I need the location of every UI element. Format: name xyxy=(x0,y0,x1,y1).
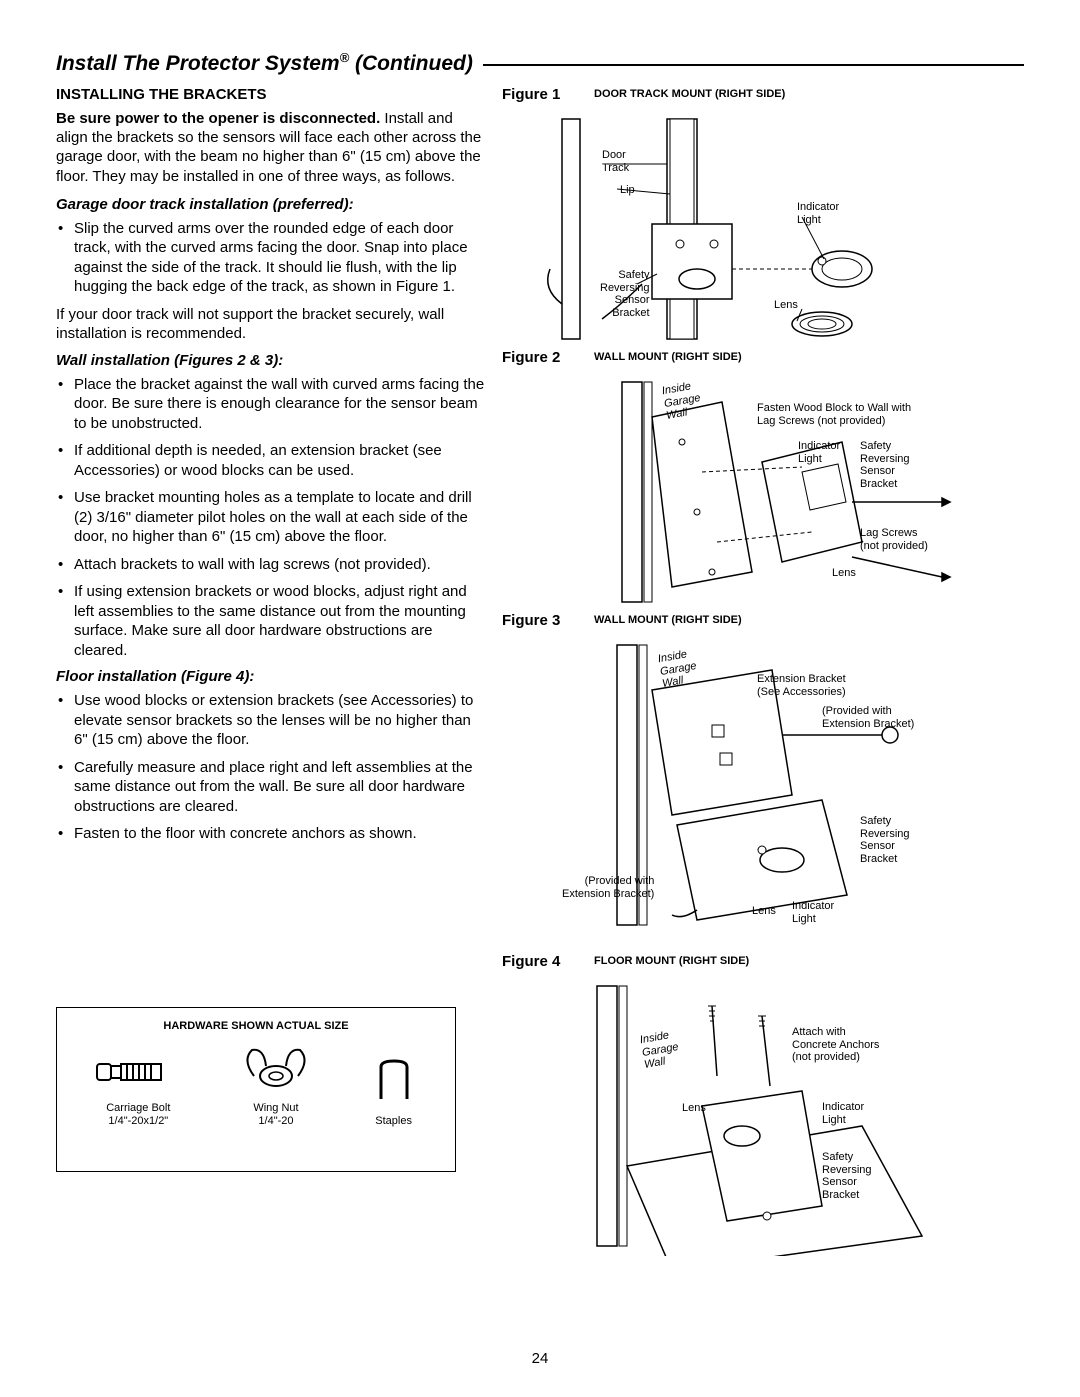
page-number: 24 xyxy=(0,1350,1080,1367)
registered-mark: ® xyxy=(340,50,350,65)
figure-4-label: Figure 4 xyxy=(502,953,594,970)
figure-4-caption: FLOOR MOUNT (RIGHT SIDE) xyxy=(594,953,749,967)
sub3-bullets: Use wood blocks or extension brackets (s… xyxy=(56,691,486,844)
callout-provl: (Provided with Extension Bracket) xyxy=(562,875,654,900)
page-title: Install The Protector System® (Continued… xyxy=(56,50,1024,76)
callout-ext: Extension Bracket (See Accessories) xyxy=(757,673,846,698)
figure-2: Inside Garage Wall Fasten Wood Block to … xyxy=(502,372,1000,612)
hardware-items: Carriage Bolt 1/4"-20x1/2" Wing Nut 1/4"… xyxy=(67,1042,445,1128)
callout-ind4: Indicator Light xyxy=(822,1101,864,1126)
sub3-heading: Floor installation (Figure 4): xyxy=(56,668,486,685)
callout-anchors: Attach with Concrete Anchors (not provid… xyxy=(792,1026,879,1064)
title-text: Install The Protector System® (Continued… xyxy=(56,50,473,76)
title-prefix: Install The Protector System xyxy=(56,52,340,75)
callout-lens4: Lens xyxy=(682,1102,706,1115)
callout-ind3: Indicator Light xyxy=(792,900,834,925)
hw-name: Staples xyxy=(369,1115,419,1128)
callout-indicator: Indicator Light xyxy=(797,201,839,226)
intro-paragraph: Be sure power to the opener is disconnec… xyxy=(56,109,486,186)
figure-3-label: Figure 3 xyxy=(502,612,594,629)
figure-4-svg xyxy=(502,976,1000,1256)
figure-1-svg xyxy=(502,109,1000,349)
figure-2-svg xyxy=(502,372,1000,612)
figure-4-header: Figure 4 FLOOR MOUNT (RIGHT SIDE) xyxy=(502,953,1000,970)
hardware-title: HARDWARE SHOWN ACTUAL SIZE xyxy=(67,1020,445,1032)
callout-lens: Lens xyxy=(774,299,798,312)
figure-2-caption: WALL MOUNT (RIGHT SIDE) xyxy=(594,349,742,363)
carriage-bolt-icon xyxy=(93,1050,183,1094)
figure-1-caption: DOOR TRACK MOUNT (RIGHT SIDE) xyxy=(594,86,785,100)
callout-indicator2: Indicator Light xyxy=(798,440,840,465)
staples-icon xyxy=(369,1055,419,1107)
callout-wall3: Inside Garage Wall xyxy=(657,647,700,691)
figure-3-header: Figure 3 WALL MOUNT (RIGHT SIDE) xyxy=(502,612,1000,629)
list-item: Slip the curved arms over the rounded ed… xyxy=(56,219,486,297)
callout-lens2: Lens xyxy=(832,567,856,580)
figure-3: Inside Garage Wall Extension Bracket (Se… xyxy=(502,635,1000,935)
figure-1: Door Track Lip Indicator Light Safety Re… xyxy=(502,109,1000,349)
callout-fasten: Fasten Wood Block to Wall with Lag Screw… xyxy=(757,402,911,427)
callout-lens3: Lens xyxy=(752,905,776,918)
list-item: Use wood blocks or extension brackets (s… xyxy=(56,691,486,750)
title-suffix: (Continued) xyxy=(349,52,473,75)
callout-wall4: Inside Garage Wall xyxy=(639,1028,682,1072)
wing-nut-icon xyxy=(236,1042,316,1094)
figure-2-header: Figure 2 WALL MOUNT (RIGHT SIDE) xyxy=(502,349,1000,366)
hardware-item-staples: Staples xyxy=(369,1055,419,1128)
list-item: Carefully measure and place right and le… xyxy=(56,758,486,817)
sub1-after: If your door track will not support the … xyxy=(56,305,486,344)
callout-door-track: Door Track xyxy=(602,149,629,174)
callout-provr: (Provided with Extension Bracket) xyxy=(822,705,914,730)
list-item: If using extension brackets or wood bloc… xyxy=(56,582,486,660)
hardware-item-wing-nut: Wing Nut 1/4"-20 xyxy=(236,1042,316,1128)
figure-2-label: Figure 2 xyxy=(502,349,594,366)
right-column: Figure 1 DOOR TRACK MOUNT (RIGHT SIDE) xyxy=(502,86,1000,1256)
title-rule xyxy=(483,64,1024,66)
callout-safety3: Safety Reversing Sensor Bracket xyxy=(860,815,910,866)
callout-lag: Lag Screws (not provided) xyxy=(860,527,928,552)
figure-4: Inside Garage Wall Attach with Concrete … xyxy=(502,976,1000,1256)
intro-bold: Be sure power to the opener is disconnec… xyxy=(56,110,380,127)
hw-spec: 1/4"-20 xyxy=(236,1115,316,1128)
list-item: Use bracket mounting holes as a template… xyxy=(56,488,486,547)
list-item: If additional depth is needed, an extens… xyxy=(56,441,486,480)
sub1-bullets: Slip the curved arms over the rounded ed… xyxy=(56,219,486,297)
hw-name: Wing Nut xyxy=(236,1102,316,1115)
hw-spec: 1/4"-20x1/2" xyxy=(93,1115,183,1128)
list-item: Fasten to the floor with concrete anchor… xyxy=(56,824,486,844)
list-item: Attach brackets to wall with lag screws … xyxy=(56,555,486,575)
hardware-box: HARDWARE SHOWN ACTUAL SIZE Carriage Bolt… xyxy=(56,1007,456,1172)
sub2-heading: Wall installation (Figures 2 & 3): xyxy=(56,352,486,369)
sub2-bullets: Place the bracket against the wall with … xyxy=(56,375,486,661)
callout-safety2: Safety Reversing Sensor Bracket xyxy=(860,440,910,491)
figure-1-header: Figure 1 DOOR TRACK MOUNT (RIGHT SIDE) xyxy=(502,86,1000,103)
callout-safety4: Safety Reversing Sensor Bracket xyxy=(822,1151,872,1202)
callout-lip: Lip xyxy=(620,184,635,197)
section-heading: INSTALLING THE BRACKETS xyxy=(56,86,486,103)
callout-wall: Inside Garage Wall xyxy=(661,379,704,423)
callout-safety: Safety Reversing Sensor Bracket xyxy=(600,269,650,320)
hardware-item-carriage-bolt: Carriage Bolt 1/4"-20x1/2" xyxy=(93,1050,183,1128)
hw-name: Carriage Bolt xyxy=(93,1102,183,1115)
figure-1-label: Figure 1 xyxy=(502,86,594,103)
figure-3-caption: WALL MOUNT (RIGHT SIDE) xyxy=(594,612,742,626)
sub1-heading: Garage door track installation (preferre… xyxy=(56,196,486,213)
list-item: Place the bracket against the wall with … xyxy=(56,375,486,434)
